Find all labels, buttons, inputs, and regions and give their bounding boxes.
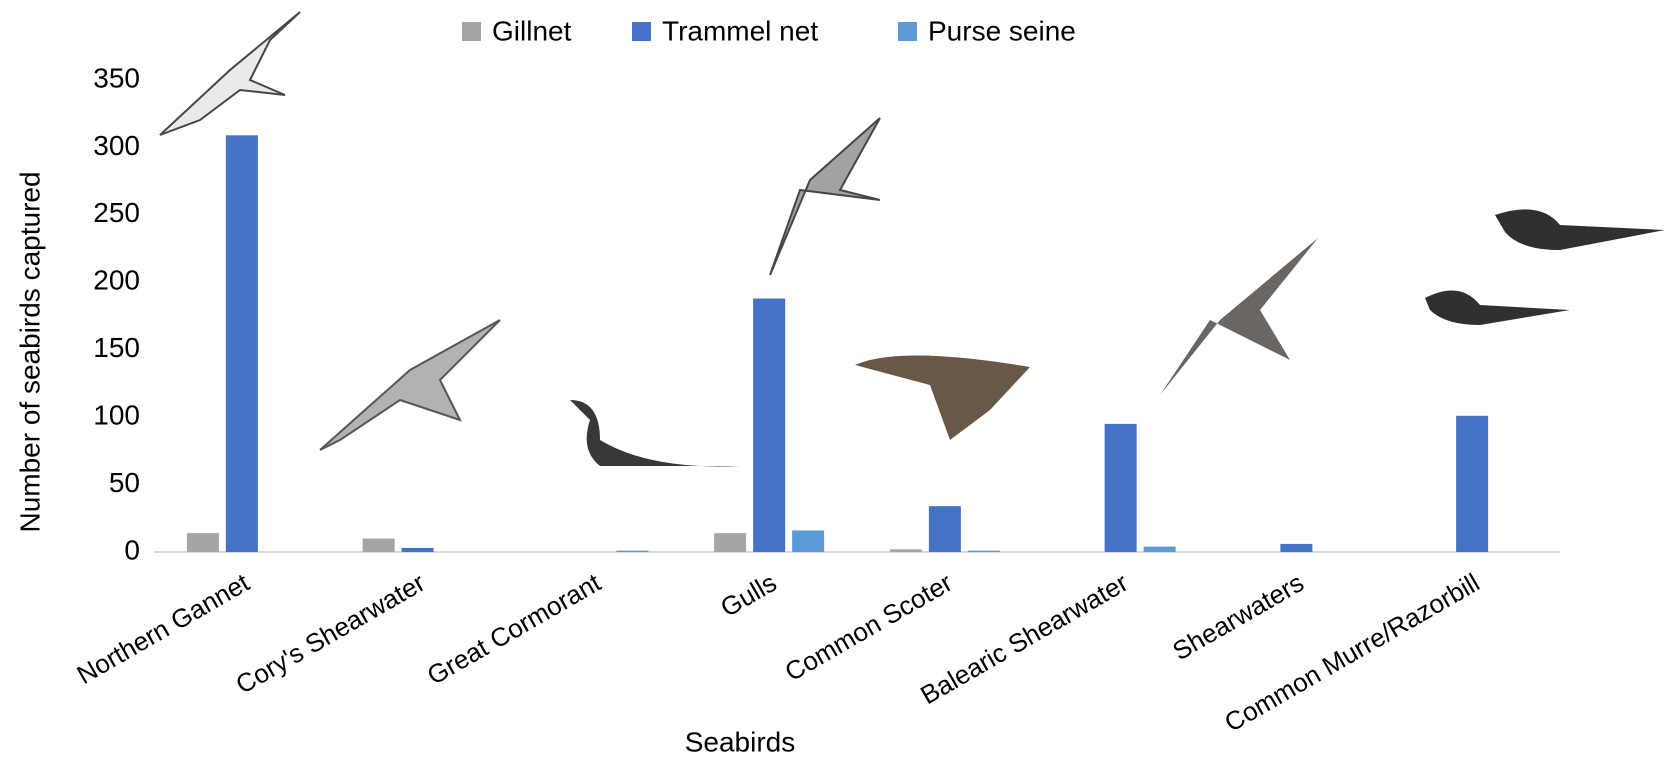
y-tick-label: 350: [93, 62, 140, 93]
x-tick-label: Gulls: [715, 567, 781, 623]
legend-swatch: [632, 22, 651, 41]
legend-label: Purse seine: [928, 15, 1076, 46]
y-tick-label: 100: [93, 400, 140, 431]
legend-label: Gillnet: [492, 15, 572, 46]
bar: [792, 530, 824, 552]
bar: [968, 551, 1000, 552]
x-tick-label: Northern Gannet: [72, 567, 255, 690]
bar: [402, 548, 434, 552]
bar: [616, 551, 648, 552]
legend-swatch: [462, 22, 481, 41]
chart: Number of seabirds captured Seabirds Gil…: [0, 0, 1669, 772]
bar: [929, 506, 961, 552]
x-tick-label: Cory's Shearwater: [231, 567, 431, 700]
bar: [714, 533, 746, 552]
bar: [1105, 424, 1137, 552]
y-tick-label: 200: [93, 265, 140, 296]
x-tick-label: Shearwaters: [1167, 567, 1308, 666]
bar: [1280, 544, 1312, 552]
y-axis-title: Number of seabirds captured: [14, 171, 45, 532]
y-tick-label: 50: [109, 467, 140, 498]
legend: Gillnet Trammel net Purse seine: [462, 15, 1076, 46]
legend-swatch: [898, 22, 917, 41]
x-axis-title: Seabirds: [685, 726, 796, 757]
bar: [1456, 416, 1488, 552]
y-tick-label: 250: [93, 197, 140, 228]
x-tick-label: Common Scoter: [780, 567, 958, 687]
y-tick-label: 300: [93, 130, 140, 161]
bar: [890, 549, 922, 552]
bar: [363, 539, 395, 552]
bird-illustrations: [160, 12, 1665, 466]
bar: [187, 533, 219, 552]
bar: [753, 298, 785, 552]
x-tick-label: Great Cormorant: [422, 567, 607, 691]
y-tick-label: 0: [124, 534, 140, 565]
bar: [226, 135, 258, 552]
legend-label: Trammel net: [662, 15, 818, 46]
bar: [1144, 547, 1176, 552]
y-tick-label: 150: [93, 332, 140, 363]
